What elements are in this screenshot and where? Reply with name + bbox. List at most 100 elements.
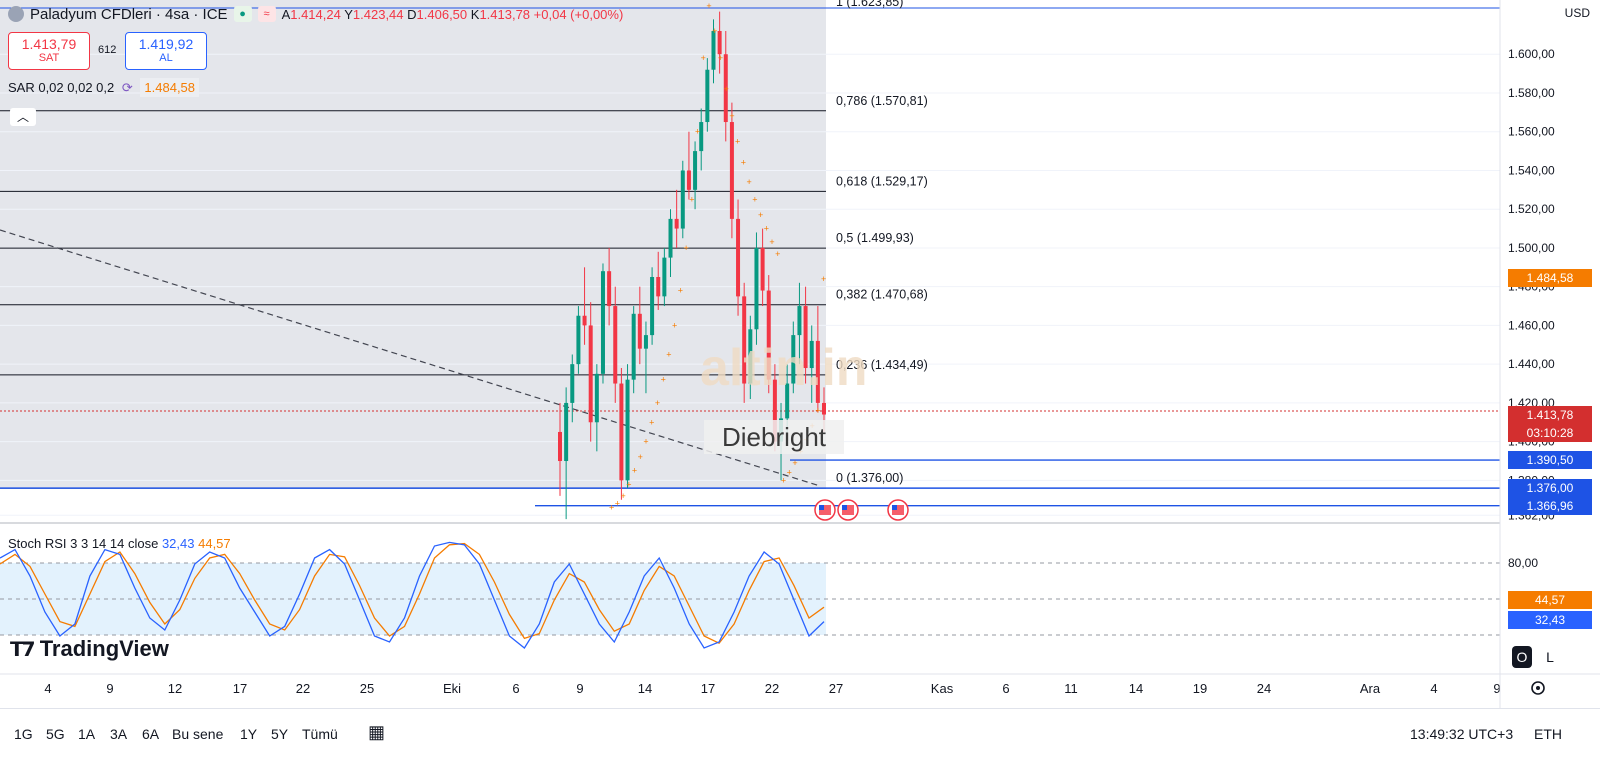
clock-readout[interactable]: 13:49:32 UTC+3: [1410, 726, 1514, 742]
candle-body[interactable]: [791, 335, 796, 384]
range-button-7[interactable]: 5Y: [271, 726, 289, 742]
candle-body[interactable]: [729, 122, 734, 219]
data-delay-icon[interactable]: ≈: [257, 6, 276, 22]
candle-body[interactable]: [785, 383, 790, 419]
candle-body[interactable]: [558, 431, 562, 462]
tradingview-logo-icon: 𝗧𝟳: [10, 639, 36, 661]
sar-dot: +: [787, 468, 792, 478]
refresh-icon[interactable]: ⟳: [121, 80, 133, 95]
candle-body[interactable]: [699, 122, 704, 152]
tradingview-logo[interactable]: 𝗧𝟳 TradingView: [10, 636, 169, 661]
candle-body[interactable]: [613, 306, 618, 384]
settings-gear-icon[interactable]: [1531, 681, 1545, 695]
candle-body[interactable]: [637, 313, 642, 349]
sell-button[interactable]: 1.413,79 SAT: [8, 32, 90, 70]
buy-button[interactable]: 1.419,92 AL: [125, 32, 207, 70]
time-axis-label: 12: [168, 681, 182, 696]
candle-body[interactable]: [588, 325, 593, 423]
event-flag-us-icon[interactable]: [887, 499, 909, 521]
sar-legend[interactable]: SAR 0,02 0,02 0,2 ⟳ 1.484,58: [8, 78, 200, 97]
candle-body[interactable]: [815, 340, 820, 403]
stoch-k-line[interactable]: [0, 541, 825, 649]
range-button-2[interactable]: 1A: [78, 726, 96, 742]
time-axis[interactable]: 4 9 12 17 22 25 Eki 6 9 14 17 22 27 Kas 6 11 14 19 24 Ara 4 9: [44, 681, 1500, 696]
candle-body[interactable]: [705, 69, 710, 123]
sar-dot: +: [706, 1, 711, 11]
candle-body[interactable]: [656, 276, 661, 297]
candle-body[interactable]: [717, 30, 722, 55]
symbol-title[interactable]: Paladyum CFDleri · 4sa · ICE: [30, 5, 228, 23]
range-button-8[interactable]: Tümü: [302, 726, 338, 742]
candle-body[interactable]: [674, 218, 679, 229]
candle-body[interactable]: [686, 170, 691, 190]
candle-body[interactable]: [766, 290, 771, 380]
candle-body[interactable]: [772, 379, 777, 442]
candle-body[interactable]: [650, 276, 655, 336]
time-axis-label: 14: [638, 681, 652, 696]
event-flags[interactable]: [814, 499, 909, 521]
calendar-icon[interactable]: ▦: [368, 722, 386, 742]
stoch-d-line[interactable]: [0, 542, 825, 645]
candle-body[interactable]: [607, 271, 612, 307]
range-button-1[interactable]: 5G: [46, 726, 65, 742]
candle-body[interactable]: [643, 335, 648, 349]
candle-body[interactable]: [631, 313, 636, 380]
sar-dot: +: [775, 249, 780, 259]
sar-dot: +: [678, 286, 683, 296]
currency-label[interactable]: USD: [1564, 6, 1590, 20]
candle-body[interactable]: [803, 306, 808, 369]
candle-body[interactable]: [822, 402, 826, 415]
price-axis-tick: 1.520,00: [1508, 202, 1555, 216]
candle-body[interactable]: [619, 383, 624, 481]
candle-body[interactable]: [668, 218, 673, 258]
candle-body[interactable]: [693, 151, 698, 190]
time-axis-label: 11: [1064, 681, 1078, 696]
toggle-l-button[interactable]: L: [1540, 646, 1560, 668]
range-button-6[interactable]: 1Y: [240, 726, 258, 742]
candle-body[interactable]: [564, 402, 569, 462]
candle-body[interactable]: [723, 54, 728, 123]
candle-body[interactable]: [680, 170, 685, 229]
candle-body[interactable]: [582, 315, 587, 326]
candlestick-series[interactable]: [558, 11, 826, 520]
sar-dot: +: [655, 398, 660, 408]
sar-dot: +: [735, 136, 740, 146]
candle-body[interactable]: [742, 296, 747, 384]
candle-body[interactable]: [760, 247, 765, 291]
candle-body[interactable]: [600, 271, 605, 374]
candle-body[interactable]: [809, 340, 814, 369]
fibonacci-levels[interactable]: 1 (1.623,85) 0,786 (1.570,81) 0,618 (1.529…: [0, 0, 1500, 489]
market-status-icon[interactable]: ●: [233, 6, 252, 22]
time-axis-label: 25: [360, 681, 374, 696]
collapse-legend-chevron-up-icon[interactable]: ︿: [10, 108, 36, 126]
candle-body[interactable]: [570, 364, 575, 403]
range-button-0[interactable]: 1G: [14, 726, 33, 742]
candle-body[interactable]: [625, 379, 630, 481]
candle-body[interactable]: [711, 30, 716, 70]
range-button-4[interactable]: 6A: [142, 726, 160, 742]
toggle-o-button[interactable]: O: [1512, 646, 1532, 668]
time-axis-label: 17: [701, 681, 715, 696]
sar-dot: +: [821, 274, 826, 284]
stoch-rsi-legend[interactable]: Stoch RSI 3 3 14 14 close 32,43 44,57: [8, 536, 231, 551]
sar-dot: +: [689, 195, 694, 205]
trend-line[interactable]: [0, 229, 821, 487]
event-flag-us-icon[interactable]: [814, 499, 836, 521]
candle-body[interactable]: [748, 329, 753, 384]
price-axis-tick: 1.580,00: [1508, 86, 1555, 100]
stoch-k-value: 32,43: [161, 536, 195, 551]
candle-body[interactable]: [662, 257, 667, 297]
candle-body[interactable]: [754, 247, 759, 330]
candle-body[interactable]: [594, 373, 599, 423]
range-button-5[interactable]: Bu sene: [172, 726, 224, 742]
candle-body[interactable]: [576, 315, 581, 365]
event-flag-us-icon[interactable]: [837, 499, 859, 521]
candle-body[interactable]: [797, 306, 802, 336]
range-button-3[interactable]: 3A: [110, 726, 128, 742]
session-toggle[interactable]: ETH: [1534, 726, 1562, 742]
candle-body[interactable]: [736, 218, 741, 297]
horizontal-lines[interactable]: [0, 459, 1500, 507]
time-axis-label: Ara: [1360, 681, 1381, 696]
